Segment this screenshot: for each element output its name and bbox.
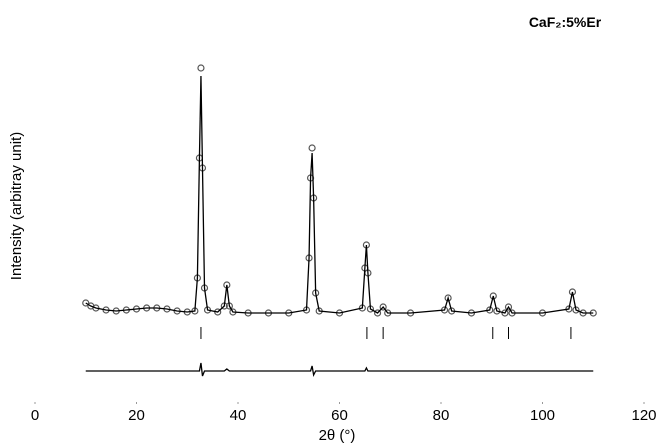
x-tick-label: 80 (433, 407, 450, 424)
observed-point (197, 64, 205, 72)
observed-point (504, 303, 513, 311)
y-axis-label: Intensity (arbitray unit) (8, 132, 25, 280)
observed-point (493, 307, 501, 315)
x-tick-label: 40 (230, 407, 247, 424)
observed-point (82, 299, 90, 307)
x-axis-label: 2θ (°) (319, 427, 356, 444)
x-tick-label: 100 (530, 407, 555, 424)
observed-point (379, 303, 387, 311)
x-tick-label: 60 (331, 407, 348, 424)
observed-point (444, 294, 452, 302)
difference-line (85, 362, 594, 378)
observed-point (373, 309, 382, 317)
x-tick-label: 0 (31, 407, 39, 424)
observed-point (501, 309, 509, 317)
annotation: CaF₂:5%Er (529, 14, 602, 30)
observed-point (308, 144, 316, 152)
x-tick-label: 20 (128, 407, 145, 424)
x-tick-label: 120 (631, 407, 656, 424)
calculated-line (85, 75, 594, 314)
observed-point (489, 292, 497, 300)
